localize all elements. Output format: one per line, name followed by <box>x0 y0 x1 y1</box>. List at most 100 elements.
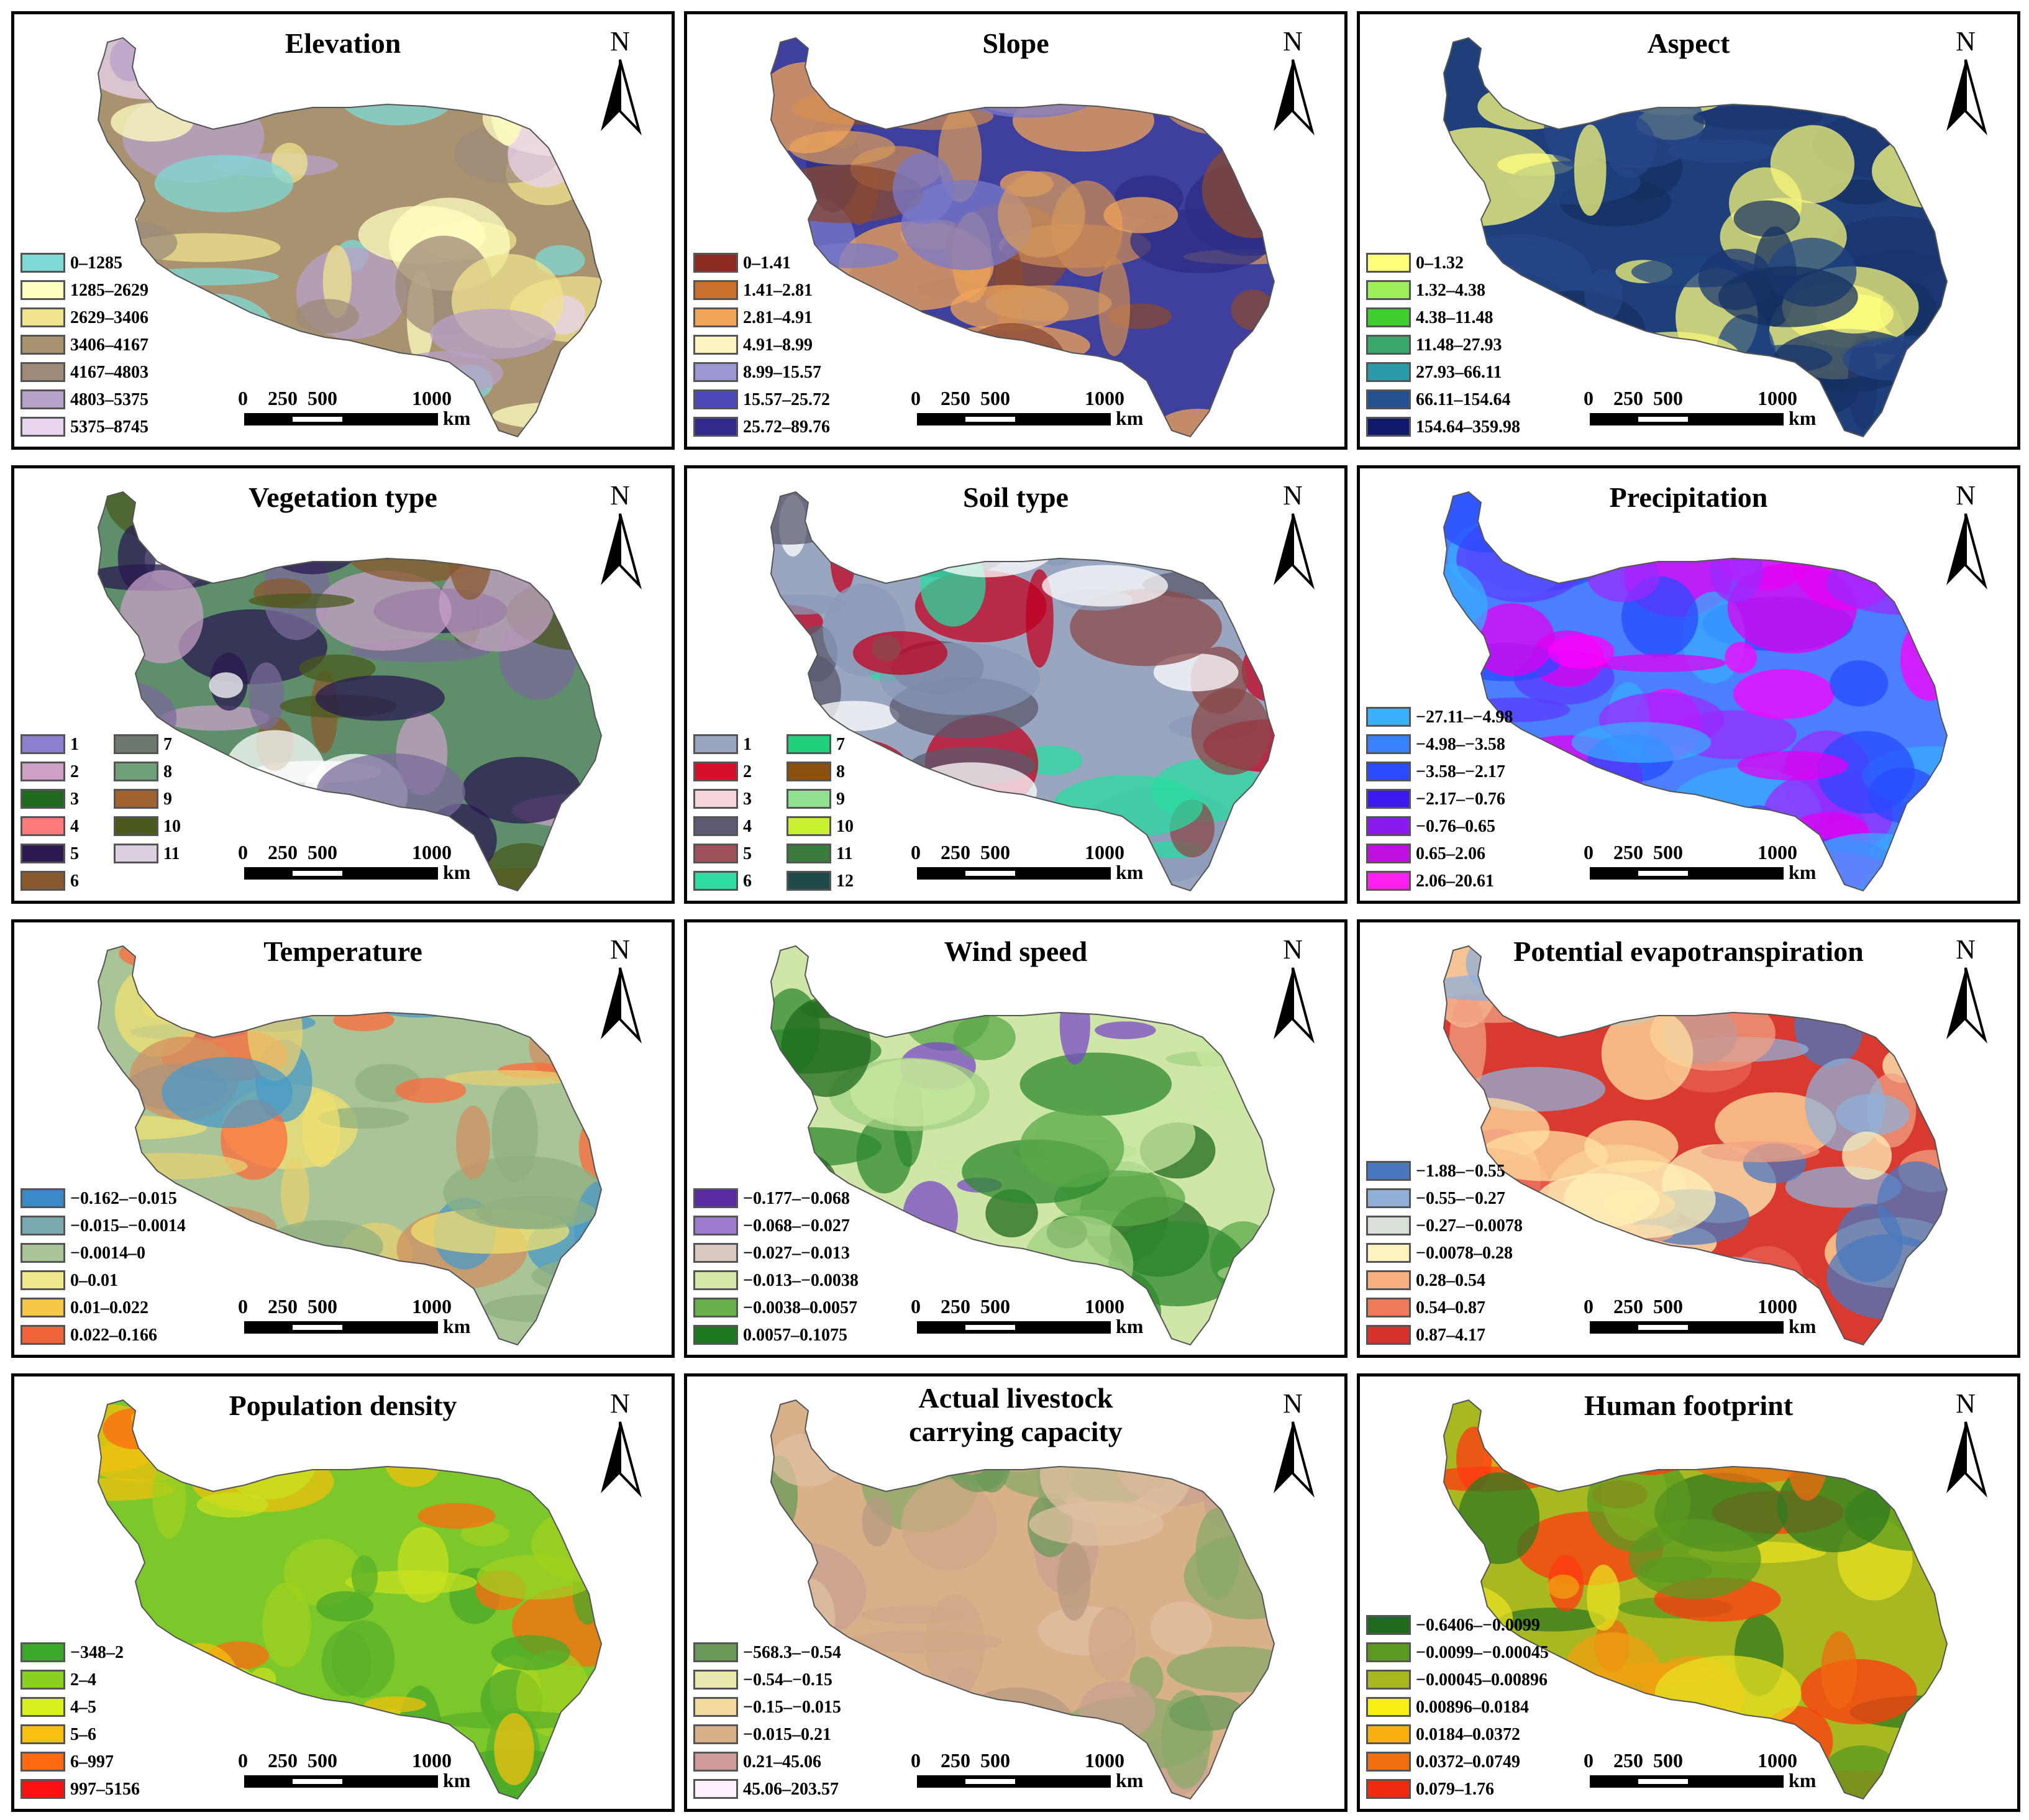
map-panel-slope: Slope N 0–1.41 1.41–2.81 2.81–4.91 4.91–8.99 8… <box>684 11 1347 450</box>
north-label: N <box>1956 934 1976 965</box>
legend-label: 3 <box>743 789 752 809</box>
legend-swatch <box>693 816 738 836</box>
scale-tick-label: 0 <box>911 387 921 409</box>
map-outline <box>770 37 1275 438</box>
map-patch <box>283 1539 363 1607</box>
scale-bar: 0 250 500 1000 km <box>1584 387 1869 437</box>
panel-title-line1: Human footprint <box>1584 1390 1794 1421</box>
legend-label: 5 <box>70 844 79 863</box>
legend-swatch <box>787 844 831 863</box>
map-patch <box>1200 510 1235 542</box>
scale-tick-label: 0 <box>911 841 921 863</box>
map-patch <box>364 1696 427 1713</box>
scale-tick-label: 500 <box>980 1295 1010 1317</box>
legend-swatch <box>693 1670 738 1690</box>
map-patch <box>1868 767 1941 823</box>
map-patch <box>1587 551 1660 603</box>
map-patch <box>1169 1695 1246 1731</box>
legend-swatch <box>21 789 65 809</box>
panel-title-line1: Actual livestock <box>918 1382 1113 1414</box>
panel-title: Potential evapotranspiration <box>1360 935 2017 968</box>
map-patch <box>1805 1058 1885 1152</box>
legend-swatch <box>1366 1216 1411 1235</box>
legend-label: 10 <box>836 817 854 836</box>
panel-title-line2: carrying capacity <box>909 1416 1123 1447</box>
legend-swatch <box>1366 1724 1411 1744</box>
map-patch <box>1449 993 1487 1093</box>
legend-swatch <box>693 253 738 273</box>
legend-swatch <box>1366 389 1411 409</box>
scale-bar-segment <box>1638 1325 1688 1330</box>
map-patch <box>892 152 954 224</box>
scale-tick-label: 250 <box>1613 841 1643 863</box>
map-patch <box>1587 1564 1620 1631</box>
legend: −348–2 2–4 4–5 5–6 6–997 997–5156 <box>21 1640 257 1804</box>
scale-tick-label: 250 <box>1613 1749 1643 1772</box>
map-patch <box>111 102 193 142</box>
map-patch <box>554 400 596 435</box>
map-patch <box>1095 1021 1156 1039</box>
map-patch <box>445 1070 574 1086</box>
map-patch <box>316 753 465 831</box>
map-patch <box>1787 1416 1828 1501</box>
map-patch <box>321 1629 372 1696</box>
map-patch <box>252 985 369 1007</box>
legend-swatch <box>787 816 831 836</box>
panel-title-line1: Elevation <box>285 27 401 59</box>
legend-swatch <box>693 844 738 863</box>
map-patch <box>1191 688 1270 775</box>
map-patch <box>1733 668 1835 719</box>
legend-label: 4803–5375 <box>70 390 148 409</box>
legend-swatch <box>21 762 65 781</box>
legend-label: −3.58–−2.17 <box>1416 762 1505 781</box>
map-patch <box>263 1220 383 1272</box>
map-patch <box>1770 125 1855 204</box>
map-patch <box>317 1107 409 1129</box>
legend-swatch <box>1366 1779 1411 1799</box>
legend-label: 2–4 <box>70 1670 96 1690</box>
map-patch <box>1444 563 1488 651</box>
scale-bar-segment <box>1638 871 1688 876</box>
scale-tick-label: 1000 <box>1758 387 1797 409</box>
legend-label: 0.21–45.06 <box>743 1752 821 1772</box>
map-patch <box>430 309 556 359</box>
map-patch <box>529 1778 601 1799</box>
scale-bar: 0 250 500 1000 km <box>1584 1295 1869 1345</box>
map-patch <box>924 1594 985 1695</box>
north-label: N <box>1283 480 1303 511</box>
scale-unit: km <box>443 1315 471 1337</box>
map-patch <box>781 997 871 1097</box>
north-label: N <box>610 26 630 57</box>
map-patch <box>491 1086 538 1183</box>
north-label: N <box>610 934 630 965</box>
map-panel-population: Population density N −348–2 2–4 4–5 5–6 6–997 9… <box>11 1373 675 1812</box>
legend-swatch <box>1366 335 1411 355</box>
legend-label: −0.015–0.21 <box>743 1725 831 1744</box>
legend-swatch <box>693 1779 738 1799</box>
legend-swatch <box>1366 1697 1411 1717</box>
map-temperature <box>97 945 603 1346</box>
legend-label: 7 <box>836 735 845 754</box>
panel-title: Vegetation type <box>14 481 672 514</box>
north-label: N <box>610 480 630 511</box>
legend: −27.11–−4.98 −4.98–−3.58 −3.58–−2.17 −2.17–… <box>1366 704 1602 896</box>
map-outline <box>770 1399 1275 1800</box>
map-vegetation <box>97 491 603 892</box>
map-patch <box>1195 1508 1240 1599</box>
scale-unit: km <box>443 407 471 429</box>
legend-label: 2 <box>743 762 752 781</box>
panel-title: Population density <box>14 1389 672 1422</box>
map-patch <box>1103 197 1179 234</box>
map-panel-aspect: Aspect N 0–1.32 1.32–4.38 4.38–11.48 11.48–27… <box>1357 11 2020 450</box>
scale-bar: 0 250 500 1000 km <box>1584 841 1869 891</box>
legend-label: −0.162–−0.015 <box>70 1189 177 1208</box>
map-patch <box>1547 1574 1579 1599</box>
legend-label: −0.015–−0.0014 <box>70 1216 186 1235</box>
scale-bar: 0 250 500 1000 km <box>911 841 1197 891</box>
map-outline <box>97 37 603 438</box>
map-patch <box>395 1078 467 1103</box>
map-patch <box>212 519 332 550</box>
scale-unit: km <box>1789 1769 1817 1791</box>
legend-swatch <box>21 280 65 300</box>
legend-swatch <box>1366 1161 1411 1181</box>
